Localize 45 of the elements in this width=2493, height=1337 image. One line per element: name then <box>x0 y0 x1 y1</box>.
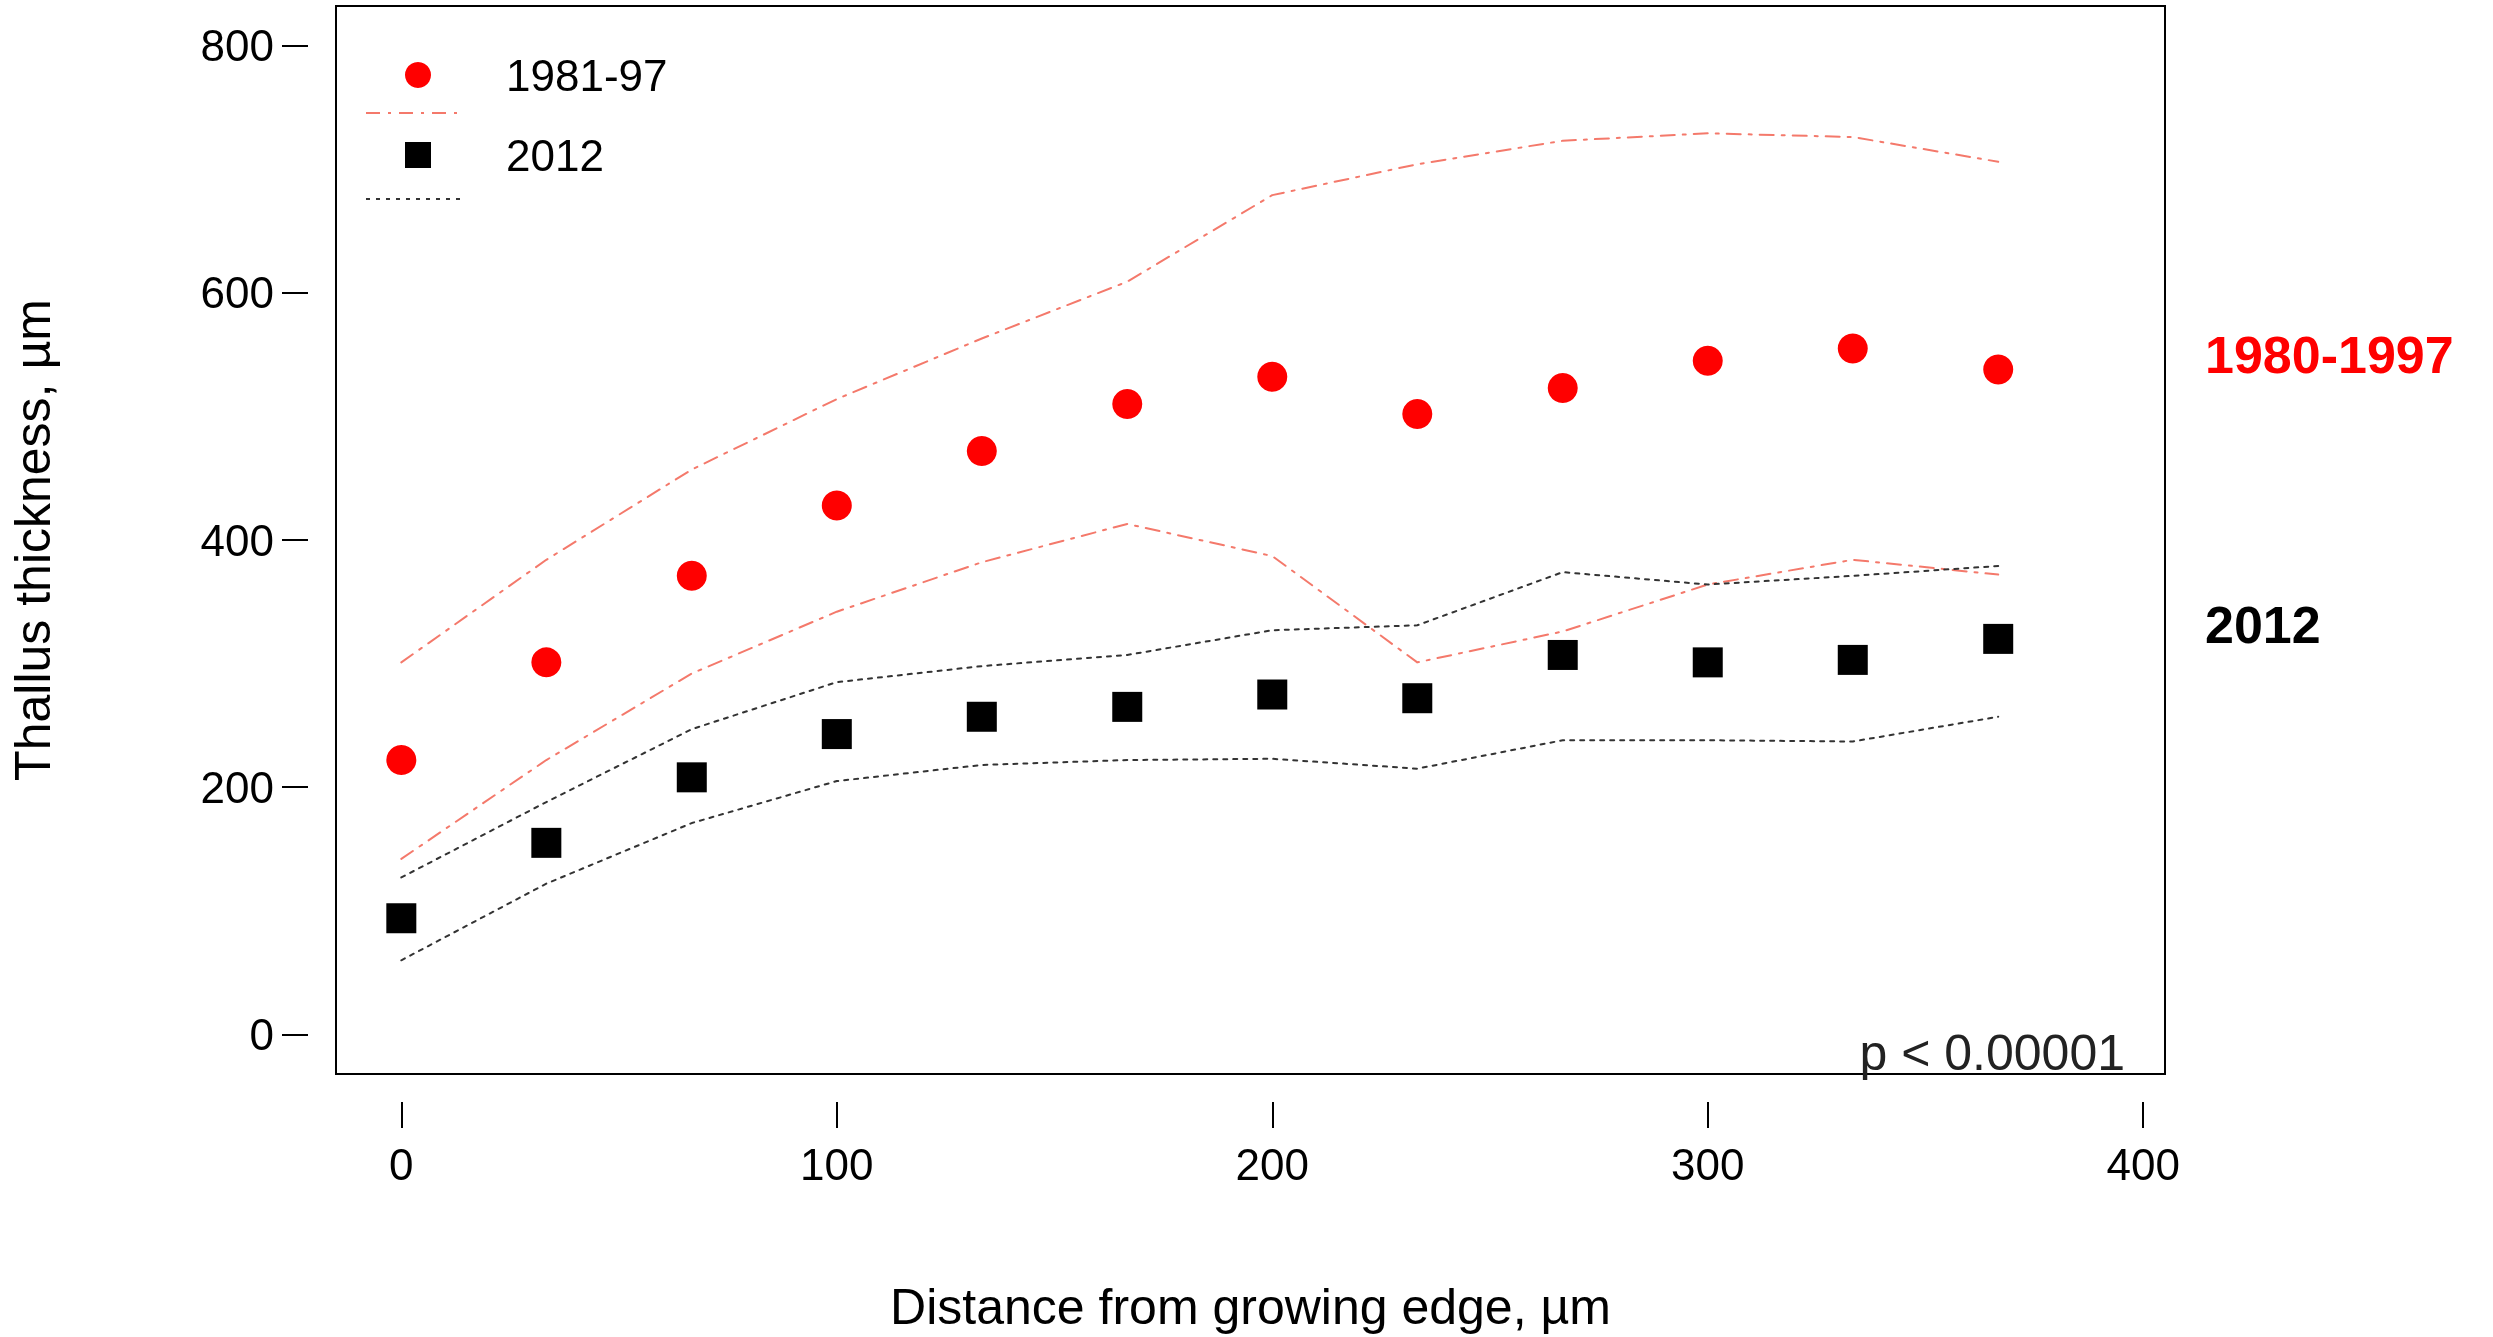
y-tick-label: 600 <box>200 268 274 318</box>
point <box>1257 361 1288 392</box>
point <box>676 762 707 793</box>
line-series <box>400 564 2000 879</box>
point <box>1692 647 1723 678</box>
y-tick-label: 200 <box>200 762 274 812</box>
x-axis-title: Distance from growing edge, µm <box>890 1279 1611 1335</box>
text: 2012 <box>2205 595 2321 654</box>
x-tick-label: 400 <box>2106 1139 2180 1189</box>
point <box>1837 644 1868 675</box>
point <box>386 903 417 934</box>
legend-label: 2012 <box>506 130 604 180</box>
point <box>531 647 562 678</box>
y-tick-label: 400 <box>200 515 274 565</box>
point <box>1983 623 2014 654</box>
point <box>531 827 562 858</box>
point <box>1692 345 1723 376</box>
text: 1980-1997 <box>2205 326 2454 385</box>
annotation: p < 0.00001 <box>1859 1025 2125 1081</box>
point <box>966 701 997 732</box>
y-axis-title: Thallus thickness, µm <box>5 299 61 781</box>
x-tick-label: 0 <box>389 1139 414 1189</box>
line-series <box>400 715 2000 962</box>
point <box>676 560 707 591</box>
line-series <box>400 522 2000 860</box>
x-tick-label: 200 <box>1235 1139 1309 1189</box>
y-tick-label: 0 <box>249 1009 274 1059</box>
point <box>386 745 417 776</box>
line-series <box>400 132 2000 664</box>
point <box>821 490 852 521</box>
legend-label: 1981-97 <box>506 50 668 100</box>
point <box>1547 372 1578 403</box>
point <box>1402 398 1433 429</box>
y-tick-label: 800 <box>200 21 274 71</box>
point <box>966 436 997 466</box>
point <box>1112 691 1143 722</box>
point <box>821 719 852 750</box>
point <box>1547 639 1578 670</box>
point <box>1257 679 1288 710</box>
point <box>1983 354 2014 385</box>
x-tick-label: 300 <box>1671 1139 1745 1189</box>
point <box>1837 333 1868 364</box>
x-tick-label: 100 <box>800 1139 874 1189</box>
point <box>1402 683 1433 714</box>
point <box>1112 389 1143 420</box>
